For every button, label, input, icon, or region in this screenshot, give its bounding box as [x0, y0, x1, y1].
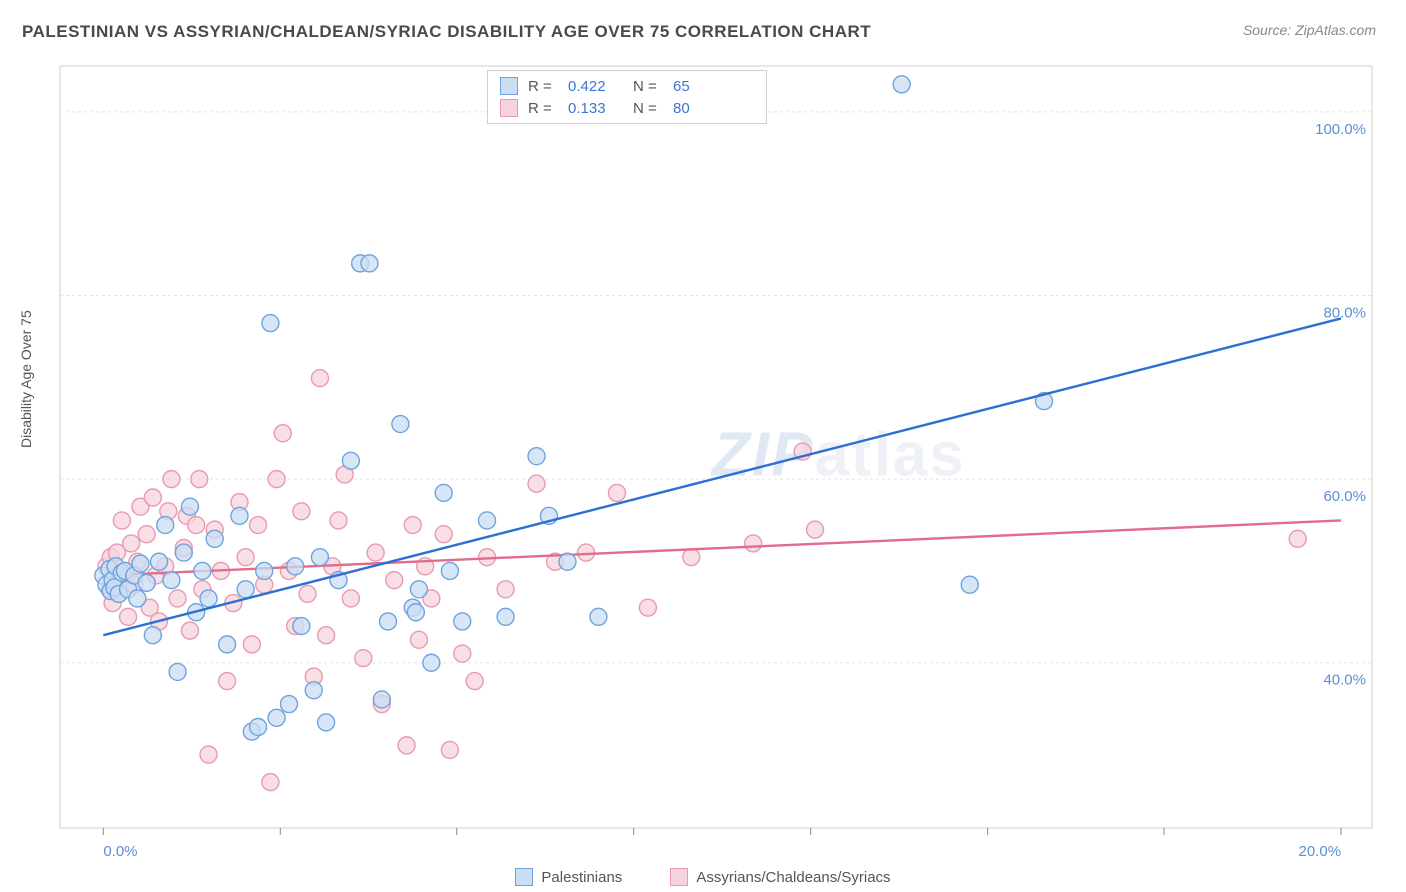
top-legend: R =0.422N =65R =0.133N =80: [487, 70, 767, 124]
legend-item-assyrians: Assyrians/Chaldeans/Syriacs: [670, 868, 890, 886]
svg-text:20.0%: 20.0%: [1299, 843, 1342, 860]
svg-text:ZIPatlas: ZIPatlas: [710, 421, 966, 490]
svg-text:40.0%: 40.0%: [1323, 672, 1366, 689]
legend-label: Assyrians/Chaldeans/Syriacs: [696, 869, 890, 886]
correlation-chart: Disability Age Over 75 40.0%60.0%80.0%10…: [22, 58, 1384, 866]
scatter-plot: 40.0% 60.0% 80.0% 100.0% 0.0% 20.0% ZIPatlas R …: [22, 58, 1384, 864]
swatch-icon: [515, 868, 533, 886]
source-credit: Source: ZipAtlas.com: [1243, 22, 1376, 38]
legend-item-palestinians: Palestinians: [515, 868, 622, 886]
page-title: PALESTINIAN VS ASSYRIAN/CHALDEAN/SYRIAC …: [22, 22, 871, 42]
svg-text:80.0%: 80.0%: [1323, 305, 1366, 322]
legend-label: Palestinians: [541, 869, 622, 886]
svg-text:100.0%: 100.0%: [1315, 121, 1366, 138]
swatch-icon: [670, 868, 688, 886]
source-link[interactable]: ZipAtlas.com: [1295, 22, 1376, 38]
bottom-legend: Palestinians Assyrians/Chaldeans/Syriacs: [0, 868, 1406, 886]
svg-text:60.0%: 60.0%: [1323, 488, 1366, 505]
svg-text:0.0%: 0.0%: [103, 843, 137, 860]
